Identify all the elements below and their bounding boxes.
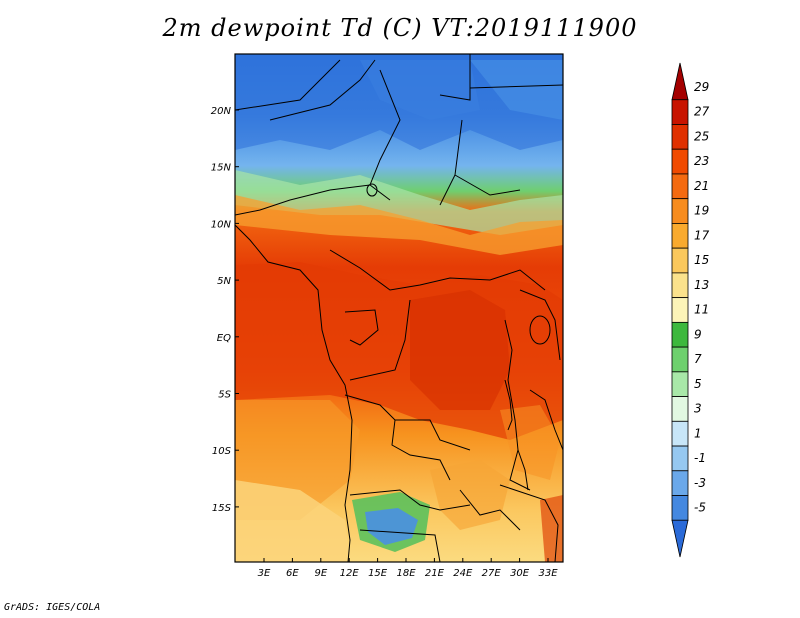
colorbar-segment — [671, 371, 689, 397]
colorbar-level-label: 27 — [694, 105, 710, 119]
colorbar-level-label: -5 — [694, 501, 706, 515]
colorbar-level-label: 5 — [694, 377, 702, 391]
colorbar-level-label: 15 — [694, 253, 709, 267]
lon-tick-label: 21E — [425, 568, 445, 579]
colorbar-segment — [671, 519, 689, 558]
lat-tick-label: 5N — [217, 276, 231, 287]
colorbar-segment — [671, 198, 689, 224]
lon-tick-label: 24E — [453, 568, 473, 579]
colorbar-segment — [671, 396, 689, 422]
lon-tick-label: 15E — [368, 568, 388, 579]
colorbar-level-label: 7 — [694, 352, 702, 366]
colorbar-level-label: 21 — [694, 179, 709, 193]
longitude-axis: 3E 6E 9E 12E 15E 18E 21E 24E 27E 30E 33E — [258, 558, 558, 579]
lon-tick-label: 12E — [340, 568, 360, 579]
colorbar-level-label: 13 — [694, 278, 709, 292]
colorbar-segment — [671, 420, 689, 447]
colorbar: 29 27 25 23 21 19 17 15 13 11 9 7 5 3 1 -1 -3 -5 — [671, 62, 710, 558]
lon-tick-label: 30E — [510, 568, 530, 579]
colorbar-segment — [671, 62, 689, 101]
colorbar-level-label: 25 — [694, 129, 709, 143]
colorbar-segment — [671, 223, 689, 249]
grads-credit: GrADS: IGES/COLA — [4, 602, 101, 613]
colorbar-segment — [671, 148, 689, 175]
lat-tick-label: 10N — [211, 219, 232, 230]
colorbar-level-label: 1 — [694, 426, 702, 440]
colorbar-segment — [671, 247, 689, 274]
colorbar-segment — [671, 445, 689, 472]
colorbar-segment — [671, 124, 689, 150]
colorbar-level-label: 17 — [694, 228, 710, 242]
country-borders — [235, 54, 563, 562]
lon-tick-label: 18E — [396, 568, 416, 579]
lon-tick-label: 33E — [538, 568, 558, 579]
colorbar-segment — [671, 173, 689, 200]
lat-tick-label: EQ — [217, 333, 231, 344]
latitude-axis: 20N 15N 10N 5N EQ 5S 10S 15S — [211, 106, 239, 514]
lat-tick-label: 5S — [218, 390, 231, 401]
colorbar-segment — [671, 495, 689, 521]
colorbar-level-label: -3 — [694, 476, 706, 490]
lon-tick-label: 3E — [258, 568, 271, 579]
lon-tick-label: 6E — [286, 568, 299, 579]
colorbar-segment — [671, 272, 689, 299]
colorbar-segment — [671, 346, 689, 373]
lat-tick-label: 15S — [212, 503, 232, 514]
colorbar-segment — [671, 297, 689, 323]
colorbar-segment — [671, 321, 689, 348]
lat-tick-label: 20N — [211, 106, 232, 117]
lon-tick-label: 9E — [314, 568, 327, 579]
colorbar-level-label: -1 — [694, 451, 706, 465]
lon-tick-label: 27E — [482, 568, 502, 579]
colorbar-level-label: 9 — [694, 327, 702, 341]
map-frame — [234, 53, 564, 563]
lat-tick-label: 15N — [211, 163, 232, 174]
chart-title: 2m dewpoint Td (C) VT:2019111900 — [162, 14, 638, 42]
colorbar-level-label: 23 — [694, 154, 709, 168]
colorbar-level-label: 3 — [694, 402, 702, 416]
colorbar-level-label: 29 — [694, 80, 709, 94]
colorbar-level-label: 11 — [694, 303, 709, 317]
lat-tick-label: 10S — [212, 446, 232, 457]
colorbar-level-label: 19 — [694, 204, 709, 218]
dewpoint-field — [235, 54, 563, 562]
colorbar-segment — [671, 99, 689, 125]
colorbar-segment — [671, 470, 689, 496]
